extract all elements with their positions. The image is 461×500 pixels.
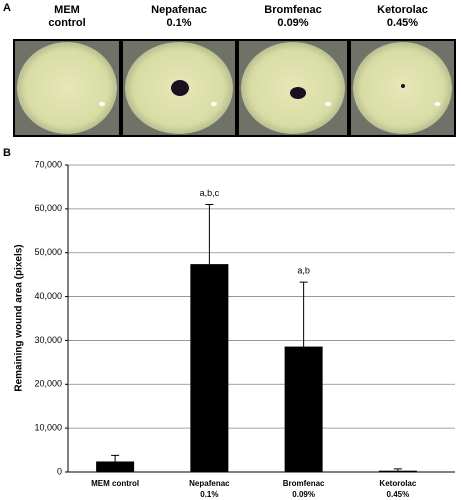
bar [96, 461, 135, 472]
x-tick-label: MEM control [91, 479, 139, 488]
wound [290, 87, 306, 99]
error-bar [393, 468, 402, 471]
bar [284, 346, 323, 472]
y-tick-label: 50,000 [34, 247, 62, 257]
x-tick-label: Bromfenac [283, 479, 325, 488]
y-tick-label: 60,000 [34, 203, 62, 213]
panel-label: A [3, 2, 11, 14]
bar [378, 470, 417, 472]
error-bar [205, 203, 214, 265]
y-tick-label: 10,000 [34, 423, 62, 433]
image-label: 0.45% [387, 17, 418, 29]
x-tick-label: Ketorolac [379, 479, 416, 488]
panel-label: B [3, 147, 11, 159]
reflection [211, 102, 217, 106]
significance-label: a,b [297, 265, 310, 275]
error-bar [299, 281, 308, 347]
chart: 0 10,000 20,000 30,000 40,000 50,000 60,000 70,… [34, 159, 455, 499]
image-label: Ketorolac [377, 4, 428, 16]
reflection [99, 102, 105, 106]
x-tick-label: Nepafenac [189, 479, 230, 488]
image-label: MEM [54, 4, 80, 16]
image-label: Bromfenac [264, 4, 321, 16]
y-tick-label: 0 [57, 466, 62, 476]
x-tick-label: 0.45% [387, 490, 410, 499]
dish [241, 42, 345, 134]
image-label: control [48, 17, 85, 29]
y-tick-label: 70,000 [34, 159, 62, 169]
bar [190, 264, 229, 472]
y-tick-label: 40,000 [34, 291, 62, 301]
dish [353, 42, 452, 134]
reflection [325, 102, 331, 106]
image-label: 0.1% [166, 17, 191, 29]
x-tick-label: 0.1% [200, 490, 218, 499]
wound [171, 80, 189, 96]
y-tick-label: 20,000 [34, 379, 62, 389]
x-tick-label: 0.09% [292, 490, 315, 499]
error-bar [111, 454, 120, 462]
significance-label: a,b,c [200, 188, 220, 198]
image-label: Nepafenac [151, 4, 207, 16]
reflection [434, 102, 441, 106]
wound [401, 84, 405, 88]
y-axis-label: Remaining wound area (pixels) [14, 244, 25, 391]
dish [17, 42, 117, 134]
image-label: 0.09% [277, 17, 308, 29]
y-tick-label: 30,000 [34, 335, 62, 345]
